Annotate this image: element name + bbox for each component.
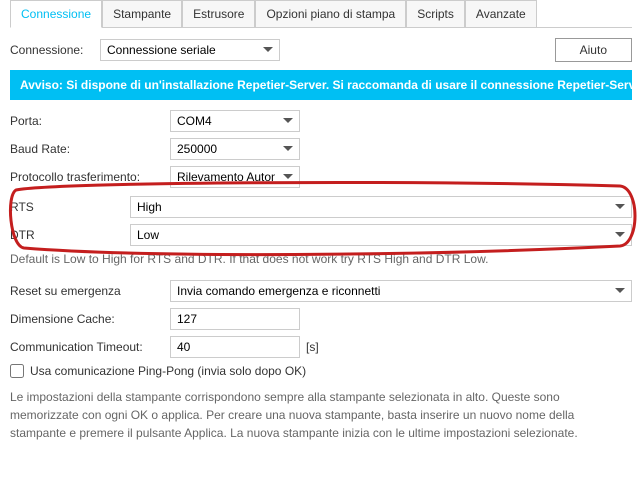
protocol-label: Protocollo trasferimento: [10, 170, 170, 184]
tab-connessione[interactable]: Connessione [10, 0, 102, 28]
reset-label: Reset su emergenza [10, 284, 170, 298]
cache-row: Dimensione Cache: [10, 308, 632, 330]
timeout-input[interactable] [170, 336, 300, 358]
default-note: Default is Low to High for RTS and DTR. … [10, 252, 632, 266]
rts-label: RTS [10, 200, 130, 214]
timeout-label: Communication Timeout: [10, 340, 170, 354]
dtr-row: DTR Low [10, 224, 632, 246]
pingpong-label: Usa comunicazione Ping-Pong (invia solo … [30, 364, 306, 378]
help-button[interactable]: Aiuto [555, 38, 632, 62]
rts-select[interactable]: High [130, 196, 632, 218]
connection-label: Connessione: [10, 43, 100, 57]
dtr-select[interactable]: Low [130, 224, 632, 246]
pingpong-checkbox[interactable] [10, 364, 24, 378]
tab-stampante[interactable]: Stampante [102, 0, 182, 27]
cache-input[interactable] [170, 308, 300, 330]
protocol-row: Protocollo trasferimento: Rilevamento Au… [10, 166, 632, 188]
protocol-select[interactable]: Rilevamento Automatic [170, 166, 300, 188]
baud-label: Baud Rate: [10, 142, 170, 156]
info-banner: Avviso: Si dispone di un'installazione R… [10, 70, 632, 100]
baud-select[interactable]: 250000 [170, 138, 300, 160]
timeout-unit: [s] [306, 340, 319, 354]
reset-select[interactable]: Invia comando emergenza e riconnetti [170, 280, 632, 302]
reset-row: Reset su emergenza Invia comando emergen… [10, 280, 632, 302]
baud-row: Baud Rate: 250000 [10, 138, 632, 160]
cache-label: Dimensione Cache: [10, 312, 170, 326]
tab-bar: Connessione Stampante Estrusore Opzioni … [10, 0, 632, 28]
pingpong-row: Usa comunicazione Ping-Pong (invia solo … [10, 364, 632, 378]
description-text: Le impostazioni della stampante corrispo… [10, 388, 590, 442]
timeout-row: Communication Timeout: [s] [10, 336, 632, 358]
tab-piano[interactable]: Opzioni piano di stampa [255, 0, 406, 27]
porta-row: Porta: COM4 [10, 110, 632, 132]
connection-row: Connessione: Connessione seriale Aiuto [10, 38, 632, 62]
tab-avanzate[interactable]: Avanzate [465, 0, 537, 27]
dtr-label: DTR [10, 228, 130, 242]
tab-scripts[interactable]: Scripts [406, 0, 465, 27]
rts-row: RTS High [10, 196, 632, 218]
tab-estrusore[interactable]: Estrusore [182, 0, 255, 27]
connection-select[interactable]: Connessione seriale [100, 39, 280, 61]
porta-label: Porta: [10, 114, 170, 128]
porta-select[interactable]: COM4 [170, 110, 300, 132]
